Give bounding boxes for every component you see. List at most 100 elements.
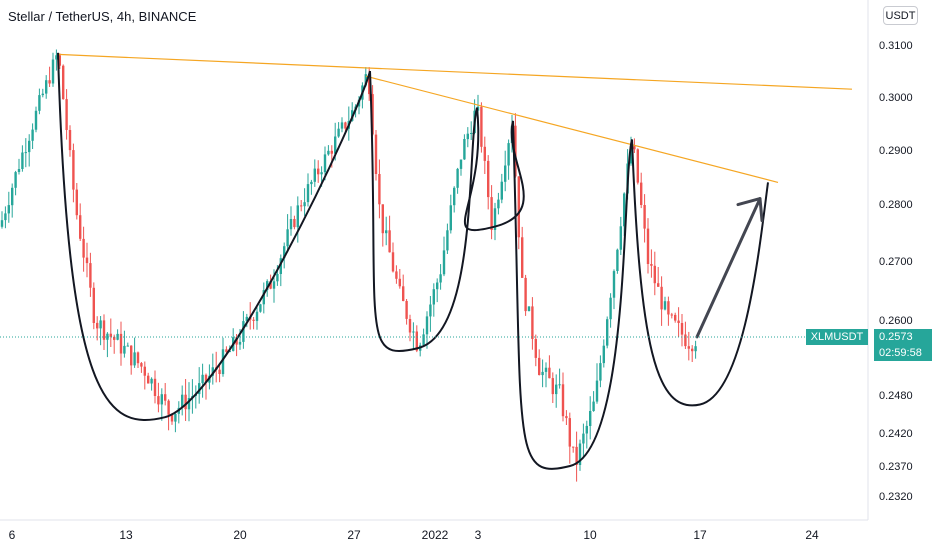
candle-body — [616, 249, 619, 271]
interval-label[interactable]: 4h — [116, 9, 132, 24]
candle-down — [674, 312, 677, 323]
candle-body — [551, 378, 554, 395]
candle-body — [524, 277, 527, 312]
candle-down — [487, 155, 490, 210]
symbol-name[interactable]: Stellar / TetherUS — [8, 9, 110, 24]
candle-body — [323, 154, 327, 173]
candle-down — [534, 334, 537, 367]
candle-up — [429, 296, 432, 332]
candle-body — [663, 301, 667, 310]
candle-body — [153, 378, 157, 396]
trendline[interactable] — [365, 75, 779, 183]
candle-body — [242, 321, 245, 342]
candle-up — [310, 179, 313, 195]
candle-body — [606, 319, 609, 346]
candle-body — [28, 140, 31, 153]
candle-down — [140, 362, 143, 373]
price-axis[interactable]: 0.3100 0.3000 0.2900 0.2800 0.2700 0.2600 0.24… — [879, 40, 913, 503]
candle-down — [646, 218, 650, 274]
candle-up — [17, 158, 21, 175]
candle-body — [415, 331, 418, 351]
candle-body — [646, 228, 650, 264]
candle-body — [11, 187, 14, 206]
candle-body — [283, 246, 286, 259]
candle-body — [293, 219, 296, 228]
candle-up — [259, 303, 262, 313]
candle-up — [432, 283, 435, 317]
candle-up — [463, 134, 466, 160]
candle-body — [300, 205, 303, 207]
candle-body — [561, 384, 565, 417]
candle-body — [674, 314, 677, 321]
cup-curve[interactable] — [463, 107, 525, 232]
candle-up — [446, 223, 449, 254]
projection-arrow[interactable] — [695, 197, 762, 339]
candle-up — [221, 337, 225, 377]
time-tick-label: 20 — [233, 528, 247, 542]
candle-down — [636, 148, 639, 185]
candle-body — [432, 289, 435, 305]
candle-up — [232, 328, 235, 352]
candle-body — [136, 352, 140, 364]
candle-body — [38, 95, 41, 111]
candle-body — [497, 199, 500, 209]
candle-up — [663, 296, 667, 311]
candle-down — [82, 226, 85, 272]
candle-up — [442, 236, 446, 277]
candle-body — [31, 129, 34, 141]
candle-up — [466, 127, 469, 148]
candle-body — [633, 146, 636, 150]
candle-up — [160, 388, 163, 421]
candle-body — [17, 169, 21, 172]
currency-button[interactable]: USDT — [883, 6, 918, 25]
cup-curve[interactable] — [631, 139, 769, 407]
candle-up — [541, 359, 544, 388]
candle-body — [259, 304, 262, 312]
trendline[interactable] — [57, 53, 853, 90]
candle-up — [123, 330, 126, 358]
candle-up — [606, 316, 609, 349]
candle-up — [327, 145, 330, 156]
candle-body — [422, 334, 425, 346]
candle-down — [388, 215, 391, 253]
candle-up — [262, 282, 265, 314]
candle-up — [55, 49, 58, 71]
candle-down — [167, 399, 170, 431]
candle-up — [14, 170, 17, 196]
candle-body — [266, 281, 269, 291]
candle-down — [317, 160, 320, 183]
candle-body — [364, 74, 367, 86]
candle-body — [466, 133, 469, 140]
candle-body — [306, 184, 310, 203]
cup-curve[interactable] — [369, 70, 478, 352]
candle-body — [463, 139, 466, 160]
candle-body — [680, 323, 684, 335]
candle-body — [147, 375, 150, 384]
candle-down — [531, 297, 534, 350]
candle-body — [279, 258, 282, 274]
candle-body — [670, 314, 673, 316]
time-tick-label: 2022 — [422, 528, 449, 542]
candle-up — [385, 216, 388, 246]
time-tick-label: 13 — [119, 528, 133, 542]
candle-body — [21, 152, 24, 169]
cup-curve[interactable] — [512, 120, 633, 470]
candle-down — [568, 412, 571, 464]
candle-down — [657, 267, 660, 287]
candle-body — [555, 384, 558, 395]
candle-up — [306, 173, 310, 207]
candle-body — [459, 159, 463, 169]
candle-up — [133, 337, 136, 368]
time-tick-label: 27 — [347, 528, 361, 542]
candle-body — [449, 205, 452, 231]
candle-up — [201, 363, 204, 398]
candle-body — [303, 202, 306, 207]
candle-body — [320, 172, 323, 175]
cup-curve[interactable] — [57, 52, 371, 421]
time-axis[interactable]: 6 13 20 27 2022 3 10 17 24 — [9, 528, 819, 542]
candle-body — [58, 55, 61, 66]
candle-body — [143, 366, 146, 376]
candle-up — [612, 269, 616, 310]
